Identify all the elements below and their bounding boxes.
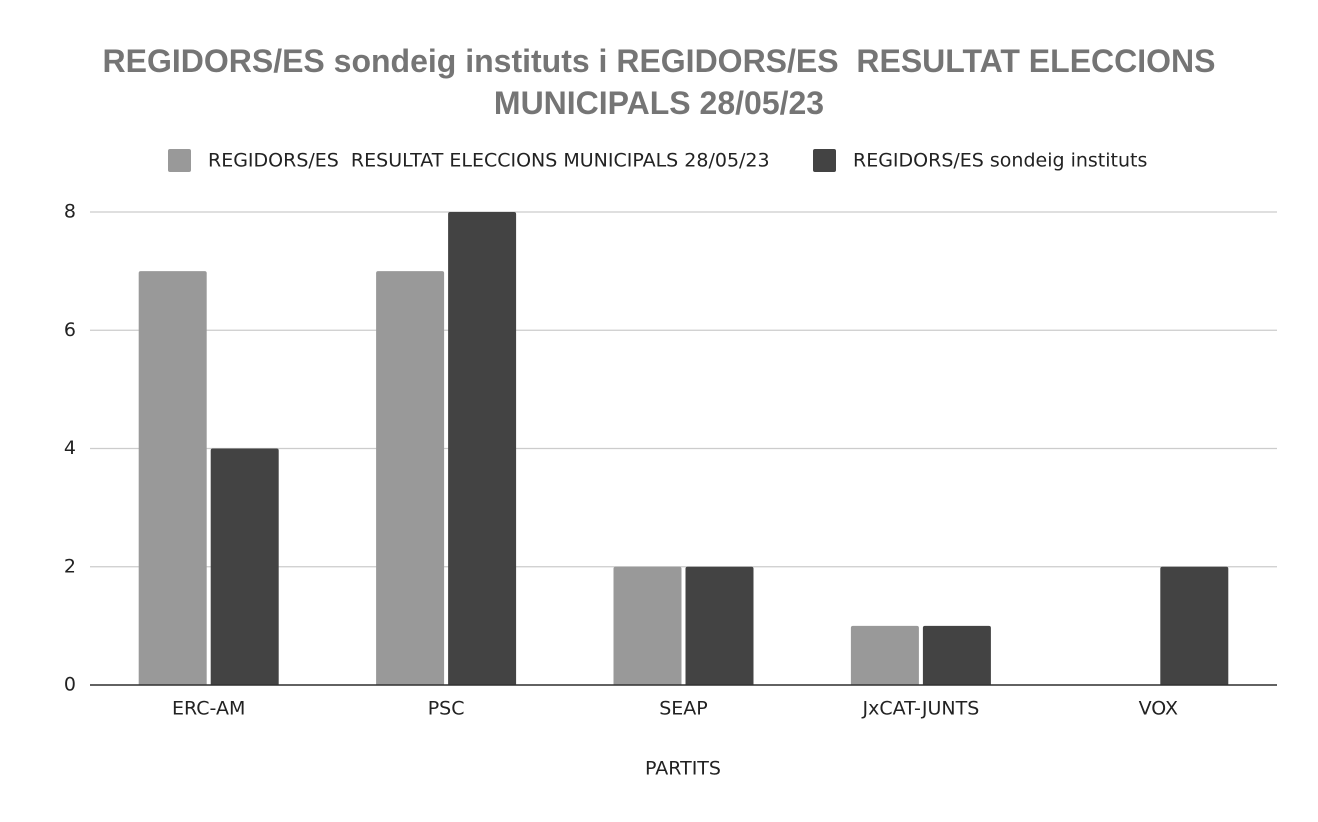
x-axis-title: PARTITS <box>645 758 721 780</box>
bar <box>210 448 279 685</box>
bar <box>138 271 207 685</box>
bar <box>1160 566 1229 685</box>
legend-swatch <box>813 149 836 172</box>
x-tick-label: ERC-AM <box>172 698 245 720</box>
legend-label: REGIDORS/ES sondeig instituts <box>853 150 1147 172</box>
bar <box>448 212 517 685</box>
y-tick-label: 6 <box>64 319 76 341</box>
bar <box>850 625 919 685</box>
y-tick-label: 4 <box>64 437 76 459</box>
bar <box>685 566 754 685</box>
x-tick-label: VOX <box>1139 698 1178 720</box>
legend-label: REGIDORS/ES RESULTAT ELECCIONS MUNICIPAL… <box>208 150 770 172</box>
y-tick-label: 0 <box>64 674 76 696</box>
legend-swatch <box>168 149 191 172</box>
bar <box>376 271 445 685</box>
bar <box>922 625 991 685</box>
y-tick-label: 8 <box>64 201 76 223</box>
bar <box>613 566 682 685</box>
x-tick-label: PSC <box>428 698 465 720</box>
chart-title: REGIDORS/ES sondeig instituts i REGIDORS… <box>102 43 1225 121</box>
y-tick-label: 2 <box>64 555 76 577</box>
x-tick-label: SEAP <box>659 698 708 720</box>
x-tick-label: JxCAT-JUNTS <box>861 698 979 720</box>
